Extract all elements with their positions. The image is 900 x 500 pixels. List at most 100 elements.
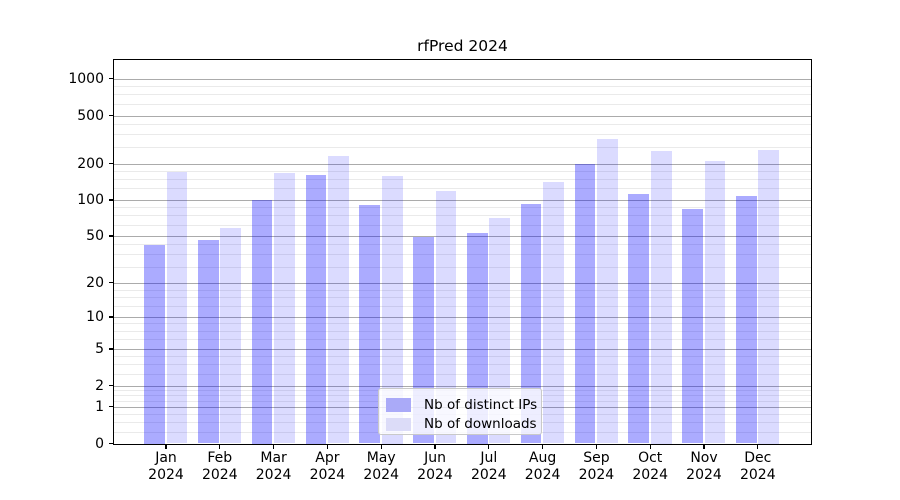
x-tick-mark — [703, 443, 705, 449]
gridline-major — [114, 163, 811, 165]
gridline-major — [114, 78, 811, 80]
bar-distinct-ips — [197, 240, 219, 444]
bar-downloads — [650, 150, 672, 444]
bar-distinct-ips — [574, 163, 596, 444]
x-tick-mark — [326, 443, 328, 449]
bar-downloads — [704, 161, 726, 444]
bar-distinct-ips — [359, 204, 381, 444]
gridline-minor — [114, 94, 811, 96]
gridline-minor — [114, 244, 811, 246]
gridline-major — [114, 115, 811, 117]
x-tick-mark — [488, 443, 490, 449]
legend-item-downloads: Nb of downloads — [386, 415, 541, 435]
x-tick-mark — [273, 443, 275, 449]
gridline-major — [114, 317, 811, 318]
x-tick-label: Oct 2024 — [632, 450, 668, 483]
x-tick-label: Jul 2024 — [470, 450, 507, 483]
x-tick-mark — [434, 443, 436, 449]
y-tick-label: 0 — [95, 435, 104, 452]
bar-downloads — [328, 155, 349, 444]
y-tick-label: 50 — [86, 228, 104, 244]
gridline-major — [114, 385, 811, 387]
x-tick-label: Apr 2024 — [309, 450, 346, 483]
gridline-minor — [114, 364, 811, 366]
bar-downloads — [543, 181, 564, 444]
gridline-minor — [114, 373, 811, 375]
plot-area — [114, 60, 811, 444]
gridline-minor — [114, 297, 811, 299]
x-tick-label: Aug 2024 — [524, 450, 561, 483]
bar-distinct-ips — [520, 203, 542, 444]
gridline-minor — [114, 124, 811, 125]
y-tick-mark — [109, 348, 114, 350]
y-tick-label: 5 — [95, 341, 104, 357]
bar-downloads — [274, 173, 295, 444]
gridline-minor — [114, 206, 811, 208]
y-tick-label: 1000 — [68, 70, 104, 87]
y-tick-mark — [109, 199, 114, 201]
y-tick-mark — [109, 163, 114, 165]
y-tick-label: 20 — [86, 274, 104, 291]
y-tick-mark — [109, 316, 114, 318]
gridline-major — [114, 349, 811, 350]
gridline-minor — [114, 170, 811, 172]
gridline-minor — [114, 306, 811, 308]
bar-distinct-ips — [251, 200, 273, 444]
gridline-minor — [114, 224, 811, 226]
gridline-minor — [114, 188, 811, 190]
x-tick-mark — [649, 443, 651, 449]
bar-downloads — [381, 176, 403, 444]
x-tick-label: Nov 2024 — [686, 450, 722, 483]
y-tick-mark — [109, 114, 114, 117]
gridline-minor — [114, 289, 811, 291]
x-tick-mark — [165, 443, 167, 449]
x-tick-label: Feb 2024 — [201, 450, 238, 483]
gridline-minor — [114, 266, 811, 268]
gridline-major — [114, 282, 811, 284]
gridline-minor — [114, 146, 811, 148]
x-tick-mark — [595, 443, 597, 449]
gridline-minor — [114, 356, 811, 357]
gridline-minor — [114, 103, 811, 105]
legend-label-downloads: Nb of downloads — [424, 416, 537, 433]
bar-downloads — [489, 217, 511, 444]
x-tick-mark — [542, 443, 544, 449]
x-tick-label: Sep 2024 — [578, 450, 615, 483]
gridline-major — [114, 236, 811, 237]
legend: Nb of distinct IPs Nb of downloads — [378, 388, 542, 435]
x-tick-label: Mar 2024 — [255, 450, 292, 483]
x-tick-label: Dec 2024 — [739, 450, 776, 483]
y-tick-label: 2 — [95, 377, 104, 394]
y-tick-label: 500 — [77, 107, 104, 124]
bar-downloads — [758, 149, 780, 444]
bar-downloads — [435, 191, 457, 444]
gridline-minor — [114, 215, 811, 216]
x-tick-label: Jan 2024 — [148, 450, 184, 483]
y-tick-label: 100 — [77, 192, 104, 208]
legend-label-distinct-ips: Nb of distinct IPs — [424, 396, 538, 413]
gridline-minor — [114, 254, 811, 256]
y-tick-label: 1 — [95, 398, 104, 415]
y-tick-mark — [109, 442, 114, 445]
y-tick-mark — [109, 406, 114, 408]
gridline-minor — [114, 86, 811, 87]
bar-downloads — [220, 228, 242, 444]
x-tick-label: May 2024 — [363, 450, 399, 483]
bar-distinct-ips — [144, 245, 165, 444]
y-tick-mark — [109, 235, 114, 237]
x-tick-mark — [380, 443, 382, 449]
gridline-minor — [114, 323, 811, 325]
gridline-major — [114, 200, 811, 201]
legend-item-distinct-ips: Nb of distinct IPs — [386, 395, 541, 415]
y-tick-label: 200 — [77, 155, 104, 172]
bar-downloads — [597, 139, 618, 444]
x-tick-mark — [757, 443, 759, 449]
bar-distinct-ips — [628, 194, 650, 444]
x-tick-label: Jun 2024 — [417, 450, 453, 483]
y-tick-mark — [109, 282, 114, 284]
bar-distinct-ips — [305, 175, 327, 444]
bar-distinct-ips — [682, 209, 703, 444]
y-tick-mark — [109, 384, 114, 387]
gridline-minor — [114, 330, 811, 332]
